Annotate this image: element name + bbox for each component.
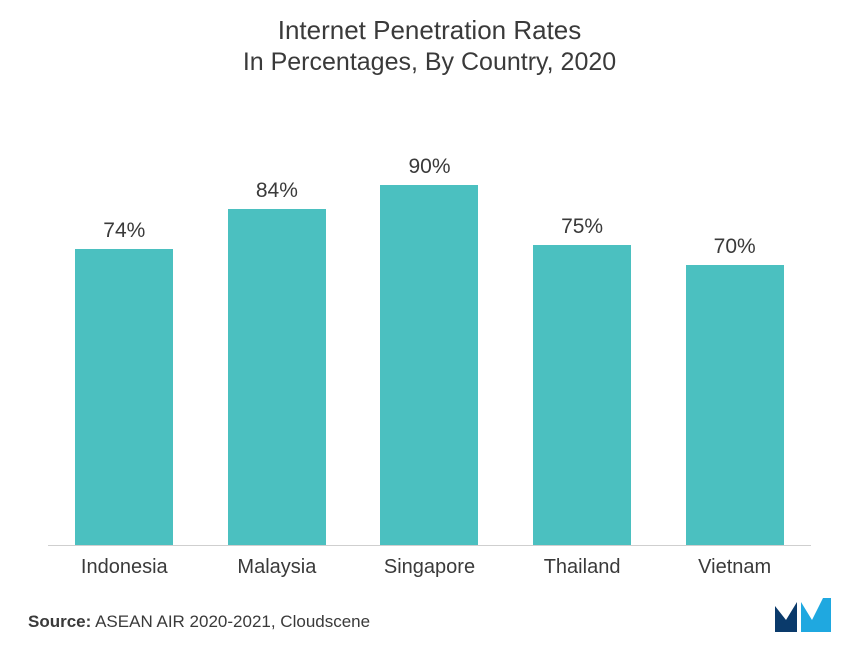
source-text: ASEAN AIR 2020-2021, Cloudscene [91,612,370,631]
bar-value-label: 84% [256,179,298,203]
chart-title: Internet Penetration Rates In Percentage… [28,14,831,78]
bar [380,185,478,545]
title-line-2: In Percentages, By Country, 2020 [28,47,831,78]
bar-slot: 90% [353,106,506,545]
bar [686,265,784,545]
bar-value-label: 74% [103,219,145,243]
x-axis-label: Vietnam [658,556,811,579]
x-axis-label: Malaysia [201,556,354,579]
x-axis-label: Singapore [353,556,506,579]
x-axis-label: Indonesia [48,556,201,579]
bars-container: 74% 84% 90% 75% 70% [48,106,811,545]
chart-plot-area: 74% 84% 90% 75% 70% [48,106,811,546]
bar-value-label: 70% [714,235,756,259]
source-label: Source: [28,612,91,631]
chart-footer: Source: ASEAN AIR 2020-2021, Cloudscene [28,598,831,632]
bar-slot: 84% [201,106,354,545]
bar [228,209,326,545]
bar-slot: 74% [48,106,201,545]
mi-logo-icon [775,598,831,632]
x-axis-label: Thailand [506,556,659,579]
bar [533,245,631,545]
bar [75,249,173,545]
source-citation: Source: ASEAN AIR 2020-2021, Cloudscene [28,612,370,632]
bar-slot: 70% [658,106,811,545]
x-axis-labels: IndonesiaMalaysiaSingaporeThailandVietna… [48,556,811,579]
bar-slot: 75% [506,106,659,545]
title-line-1: Internet Penetration Rates [28,14,831,47]
bar-value-label: 90% [408,155,450,179]
bar-value-label: 75% [561,215,603,239]
